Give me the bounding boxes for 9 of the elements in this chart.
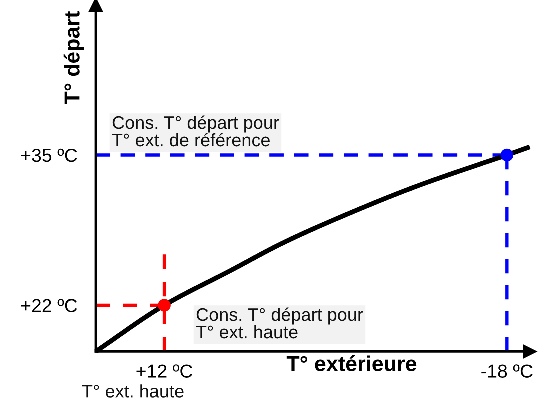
annotation: Cons. T° départ pour T° ext. haute (196, 308, 364, 339)
y-tick-label: +22 ºC (21, 299, 78, 312)
y-axis-title: T° départ (64, 11, 84, 105)
annotation: Cons. T° départ pour T° ext. de référence (112, 116, 280, 147)
text: T° ext. haute (82, 384, 184, 398)
x-axis-title: T° extérieure (286, 356, 417, 372)
x-tick-label: +12 ºC (136, 364, 193, 378)
y-tick-label: +35 ºC (21, 148, 78, 162)
x-tick-label: -18 ºC (482, 364, 533, 378)
